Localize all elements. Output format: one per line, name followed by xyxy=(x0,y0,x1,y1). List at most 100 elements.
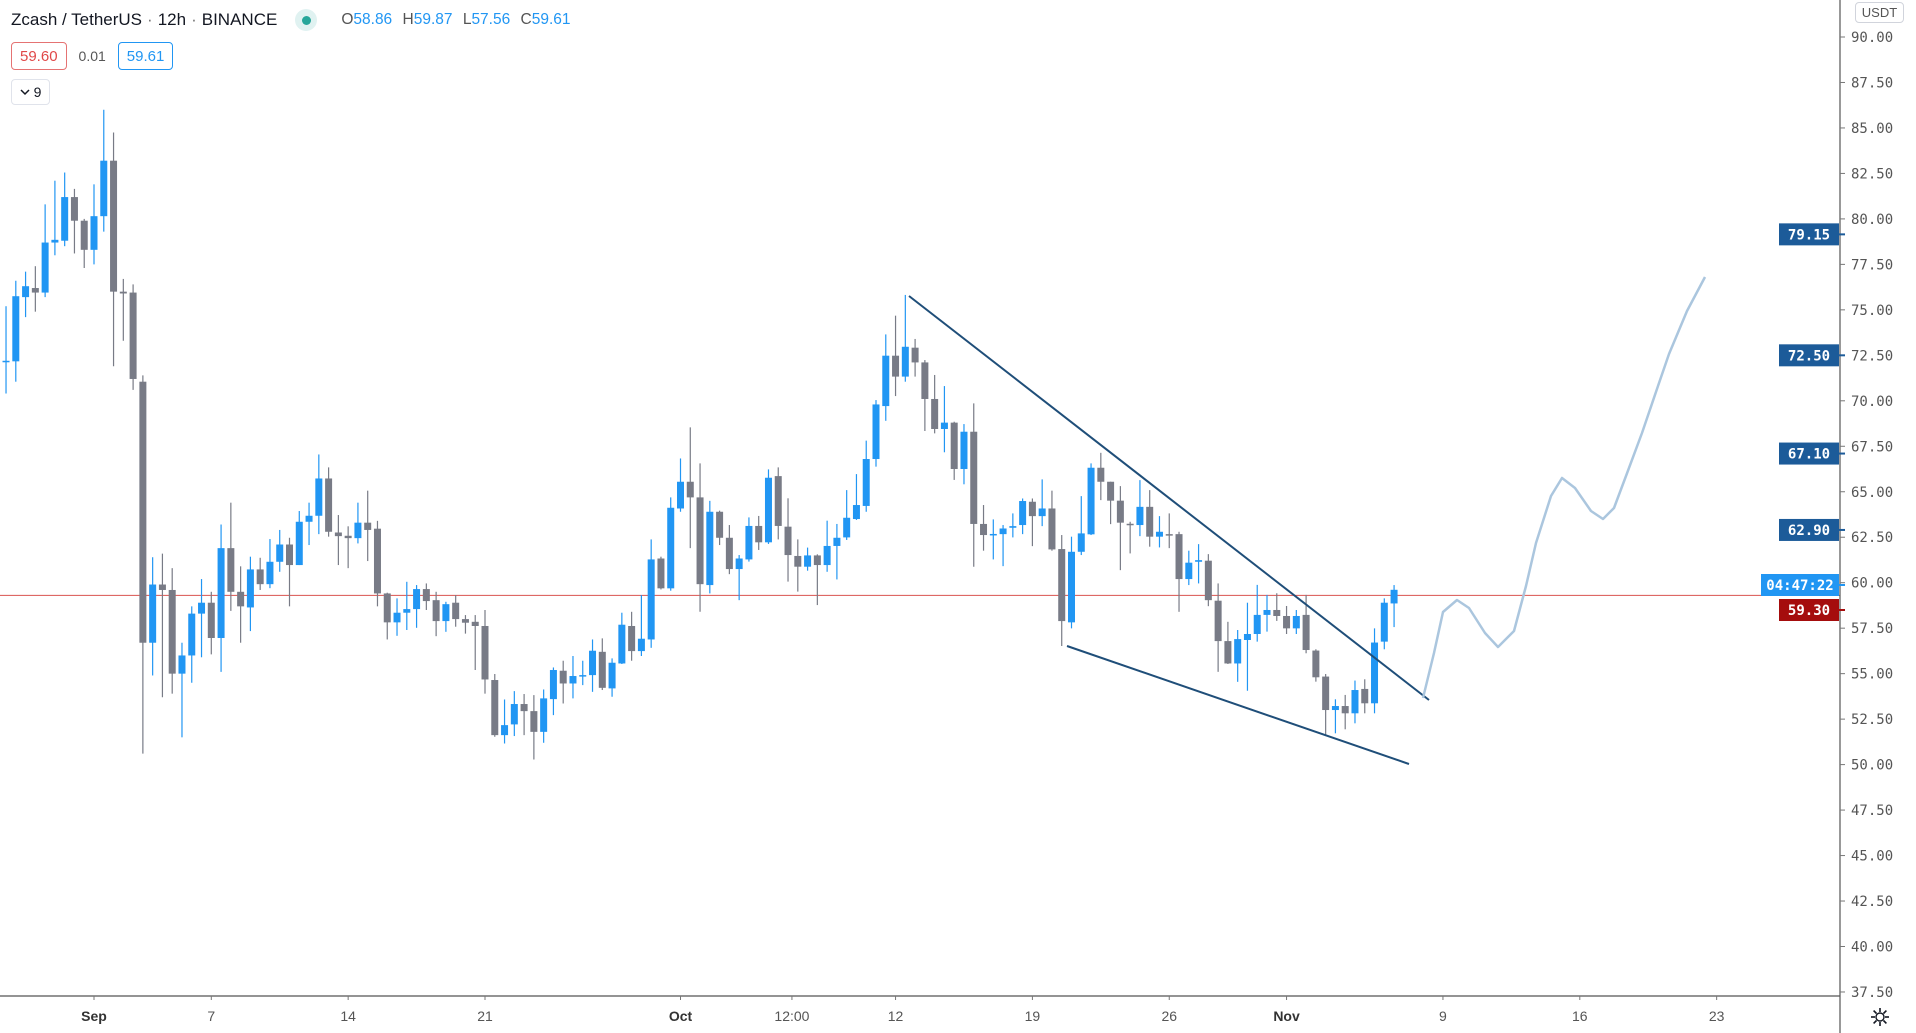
candle-body xyxy=(706,511,714,586)
candle xyxy=(61,172,69,247)
candle-body xyxy=(1058,549,1066,622)
time-tick-label: 16 xyxy=(1572,1008,1588,1024)
candle xyxy=(540,689,548,743)
candle xyxy=(520,694,528,736)
candle-body xyxy=(119,291,127,294)
candle xyxy=(334,515,342,566)
time-tick-label: 14 xyxy=(340,1008,356,1024)
indicators-toggle-button[interactable]: 9 xyxy=(11,79,50,105)
candle-body xyxy=(608,662,616,689)
lower-trendline[interactable] xyxy=(1066,645,1410,765)
price-label-box xyxy=(1779,518,1839,541)
time-tick-label: Sep xyxy=(81,1008,107,1024)
candle xyxy=(1048,490,1056,551)
candle-body xyxy=(12,296,20,362)
candle-body xyxy=(862,459,870,506)
candle-body xyxy=(178,655,186,674)
candle-body xyxy=(1361,688,1369,704)
candle-body xyxy=(100,160,108,217)
candle-body xyxy=(1322,676,1330,711)
candle-body xyxy=(51,239,59,243)
candle-body xyxy=(481,625,489,680)
candle-body xyxy=(1371,642,1379,704)
candle xyxy=(1195,544,1203,584)
price-tick-label: 80.00 xyxy=(1851,212,1893,228)
candle-body xyxy=(735,558,743,570)
candle xyxy=(1107,481,1115,525)
price-tick-label: 90.00 xyxy=(1851,30,1893,46)
candle-body xyxy=(266,561,274,585)
candle-body xyxy=(892,355,900,377)
candle-body xyxy=(452,602,460,620)
ohlc-values: O58.86 H59.87 L57.56 C59.61 xyxy=(335,11,570,29)
price-label-box xyxy=(1779,223,1839,246)
candle xyxy=(295,511,303,566)
candle-body xyxy=(1028,501,1036,517)
candle-body xyxy=(461,619,469,623)
price-tick-label: 70.00 xyxy=(1851,394,1893,410)
high-label: H xyxy=(402,11,414,28)
candle-body xyxy=(901,346,909,377)
open-value: 58.86 xyxy=(353,11,393,28)
open-label: O xyxy=(341,11,354,28)
upper-trendline[interactable] xyxy=(908,295,1430,701)
currency-button[interactable]: USDT xyxy=(1855,2,1904,23)
candle-body xyxy=(589,650,597,676)
buy-button[interactable]: 59.61 xyxy=(117,42,174,70)
candle-body xyxy=(1263,609,1271,615)
candle-body xyxy=(393,612,401,623)
interval-label[interactable]: 12h xyxy=(157,10,187,29)
candle-body xyxy=(911,347,919,363)
candle-body xyxy=(1126,523,1134,526)
candle-body xyxy=(540,698,548,732)
candle-body xyxy=(1195,560,1203,562)
settings-gear-icon[interactable] xyxy=(1869,1006,1891,1028)
candle-body xyxy=(794,555,802,567)
candle-body xyxy=(686,481,694,498)
candle-body xyxy=(823,545,831,566)
time-tick-label: 26 xyxy=(1161,1008,1177,1024)
candle-body xyxy=(1351,690,1359,714)
candle xyxy=(139,375,147,754)
candle-body xyxy=(549,670,557,700)
drawing-price-label: 62.90 xyxy=(1779,518,1845,541)
candle xyxy=(325,467,333,537)
candle xyxy=(1273,593,1281,621)
projection-path-drawing[interactable] xyxy=(1421,276,1707,699)
candle xyxy=(354,502,362,544)
candle-body xyxy=(843,517,851,538)
time-tick-label: 12 xyxy=(888,1008,904,1024)
candle xyxy=(373,520,381,607)
candle xyxy=(364,490,372,562)
candle-body xyxy=(1331,706,1339,711)
symbol-name[interactable]: Zcash / TetherUS xyxy=(11,10,143,29)
candle xyxy=(1243,602,1251,691)
candle xyxy=(1283,605,1291,634)
candle xyxy=(1351,680,1359,724)
candle xyxy=(1380,598,1388,650)
candle xyxy=(1214,583,1222,672)
candle-body xyxy=(2,360,10,363)
candle-body xyxy=(1253,614,1261,634)
high-value: 59.87 xyxy=(413,11,453,28)
candle xyxy=(1116,486,1124,571)
candle xyxy=(677,458,684,512)
candle-body xyxy=(813,555,821,566)
candle xyxy=(549,667,557,716)
low-value: 57.56 xyxy=(471,11,511,28)
candle xyxy=(1361,679,1369,714)
market-status-icon[interactable] xyxy=(295,9,318,31)
candle-body xyxy=(90,216,98,250)
candle xyxy=(344,526,352,569)
candle-body xyxy=(1390,589,1398,604)
candle xyxy=(774,467,782,540)
candle-body xyxy=(237,591,245,607)
candle xyxy=(188,606,196,683)
candle-body xyxy=(716,511,724,538)
candle xyxy=(1263,594,1271,632)
price-label-text: 04:47:22 xyxy=(1766,578,1833,594)
candle xyxy=(784,498,792,582)
candle-body xyxy=(354,522,362,539)
sell-button[interactable]: 59.60 xyxy=(11,42,67,70)
